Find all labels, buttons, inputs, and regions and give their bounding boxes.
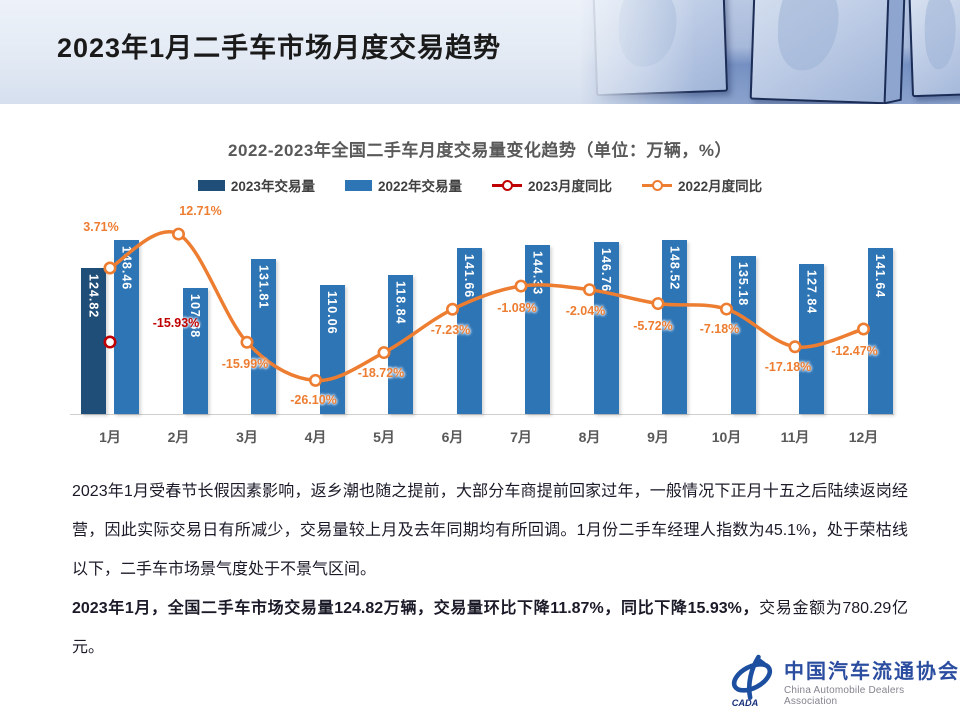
x-axis-tick-label: 1月 bbox=[99, 429, 121, 445]
bar-value-label: 110.06 bbox=[325, 290, 339, 335]
marker-2022-yoy bbox=[103, 261, 117, 275]
cada-emblem-icon: CADA bbox=[732, 654, 773, 708]
legend-label: 2022年交易量 bbox=[377, 179, 462, 194]
bar-value-label: 141.66 bbox=[462, 253, 476, 299]
logo-name-cn: 中国汽车流通协会 bbox=[783, 661, 960, 683]
bar-2022: 141.66 bbox=[456, 247, 482, 414]
marker-2023-yoy bbox=[103, 335, 117, 349]
header-cubes-graphic bbox=[580, 0, 960, 104]
x-axis-tick-label: 2月 bbox=[167, 429, 190, 445]
x-axis-tick-label: 8月 bbox=[578, 429, 601, 445]
marker-2022-yoy bbox=[514, 279, 528, 293]
marker-2022-yoy bbox=[377, 346, 391, 360]
bar-value-label: 131.81 bbox=[256, 265, 271, 310]
marker-2022-yoy bbox=[308, 373, 322, 387]
data-label-2022-yoy: -17.18% bbox=[764, 359, 812, 374]
paragraph-analysis: 2023年1月受春节长假因素影响，返乡潮也随之提前，大部分车商提前回家过年，一般… bbox=[72, 483, 908, 578]
x-axis-tick-label: 3月 bbox=[236, 429, 258, 445]
x-axis-tick-label: 7月 bbox=[510, 429, 532, 445]
x-axis-tick-label: 4月 bbox=[304, 429, 327, 445]
bar-2022: 141.64 bbox=[867, 247, 893, 414]
chart-title: 2022-2023年全国二手车月度交易量变化趋势（单位：万辆，%） bbox=[228, 141, 732, 160]
marker-2022-yoy bbox=[856, 322, 870, 336]
bar-value-label: 146.76 bbox=[599, 247, 613, 293]
bar-value-label: 148.52 bbox=[667, 245, 682, 291]
bar-2022: 131.81 bbox=[251, 259, 276, 414]
logo-name-en: China Automobile Dealers Association bbox=[783, 685, 905, 707]
data-label-2023-yoy: -15.93% bbox=[152, 316, 200, 330]
data-label-2022-yoy: -7.23% bbox=[430, 323, 471, 338]
emblem-cada-text: CADA bbox=[732, 698, 759, 708]
logo-text-block: 中国汽车流通协会 China Automobile Dealers Associ… bbox=[784, 655, 960, 707]
data-label-2022-yoy: -1.08% bbox=[497, 301, 537, 316]
data-label-2022-yoy: 12.71% bbox=[179, 204, 222, 219]
legend-item-0: 2023年交易量 bbox=[197, 175, 315, 195]
data-label-2022-yoy: -15.99% bbox=[221, 357, 269, 372]
cube-icon bbox=[591, 0, 729, 97]
cube-icon bbox=[907, 0, 960, 98]
marker-2022-yoy bbox=[582, 283, 596, 297]
x-axis-line bbox=[70, 414, 894, 415]
marker-2022-yoy bbox=[788, 340, 802, 354]
marker-2022-yoy bbox=[240, 335, 254, 349]
bar-2022: 110.06 bbox=[319, 284, 345, 414]
data-label-2022-yoy: -2.04% bbox=[565, 303, 606, 318]
bar-2022: 107.68 bbox=[182, 287, 208, 414]
bar-value-label: 127.84 bbox=[804, 270, 819, 315]
x-axis-tick-label: 9月 bbox=[647, 429, 669, 445]
legend-label: 2023月度同比 bbox=[528, 179, 613, 194]
x-axis-tick-label: 11月 bbox=[780, 429, 810, 445]
legend-bar-swatch bbox=[197, 179, 225, 191]
x-axis-tick-label: 12月 bbox=[848, 429, 879, 445]
x-axis-tick-label: 10月 bbox=[711, 429, 742, 445]
bar-value-label: 107.68 bbox=[188, 293, 202, 338]
data-label-2022-yoy: 3.71% bbox=[83, 220, 119, 234]
legend-label: 2023年交易量 bbox=[230, 179, 315, 194]
x-axis-tick-label: 6月 bbox=[441, 429, 464, 445]
bar-value-label: 124.82 bbox=[86, 273, 101, 318]
data-label-2022-yoy: -7.18% bbox=[699, 322, 740, 337]
bar-2022: 127.84 bbox=[799, 264, 824, 414]
legend-line-swatch bbox=[642, 179, 673, 191]
bar-2022: 135.18 bbox=[730, 255, 756, 414]
bar-value-label: 144.33 bbox=[530, 250, 545, 296]
x-axis-tick-label: 5月 bbox=[373, 429, 395, 445]
commentary: 2023年1月受春节长假因素影响，返乡潮也随之提前，大部分车商提前回家过年，一般… bbox=[72, 472, 908, 667]
logo: CADA 中国汽车流通协会 China Automobile Dealers A… bbox=[728, 654, 960, 708]
bar-value-label: 141.64 bbox=[873, 253, 887, 299]
bar-value-label: 135.18 bbox=[736, 261, 750, 306]
data-label-2022-yoy: -12.47% bbox=[831, 344, 878, 358]
bar-value-label: 118.84 bbox=[393, 280, 408, 325]
bar-2022: 148.46 bbox=[114, 239, 139, 414]
bar-2022: 148.52 bbox=[662, 239, 687, 414]
marker-2022-yoy bbox=[719, 302, 733, 316]
paragraph-summary: 2023年1月，全国二手车市场交易量124.82万辆，交易量环比下降11.87%… bbox=[72, 589, 908, 667]
data-label-2022-yoy: -18.72% bbox=[357, 365, 405, 380]
marker-2022-yoy bbox=[651, 297, 665, 311]
data-label-2022-yoy: -26.10% bbox=[290, 393, 337, 408]
bar-2023: 124.82 bbox=[81, 267, 106, 414]
marker-2022-yoy bbox=[445, 302, 459, 316]
cube-icon bbox=[749, 0, 893, 104]
bar-2022: 118.84 bbox=[388, 274, 413, 414]
bar-2022: 146.76 bbox=[593, 241, 619, 414]
summary-regular-text: 交易金额为780.29亿元。 bbox=[72, 600, 908, 656]
header-banner: 2023年1月二手车市场月度交易趋势 bbox=[0, 0, 960, 104]
legend-item-1: 2022年交易量 bbox=[344, 175, 462, 195]
legend-line-swatch bbox=[492, 179, 522, 191]
page-title: 2023年1月二手车市场月度交易趋势 bbox=[57, 33, 502, 63]
legend-item-3: 2022月度同比 bbox=[642, 175, 762, 195]
bar-value-label: 148.46 bbox=[119, 245, 134, 291]
legend-item-2: 2023月度同比 bbox=[492, 175, 612, 195]
marker-2022-yoy bbox=[172, 227, 186, 241]
data-label-2022-yoy: -5.72% bbox=[633, 318, 673, 333]
line-2022-yoy bbox=[108, 230, 866, 383]
legend-label: 2022月度同比 bbox=[678, 179, 763, 194]
legend-bar-swatch bbox=[344, 179, 372, 191]
summary-bold-text: 2023年1月，全国二手车市场交易量124.82万辆，交易量环比下降11.87%… bbox=[72, 600, 760, 617]
bar-2022: 144.33 bbox=[525, 244, 550, 414]
chart-legend: 2023年交易量 2022年交易量 2023月度同比 2022月度同比 bbox=[0, 175, 960, 195]
